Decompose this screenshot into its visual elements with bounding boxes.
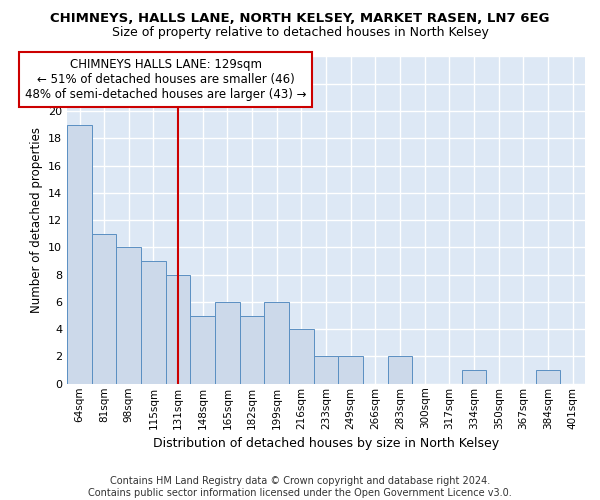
Bar xyxy=(116,248,141,384)
Bar xyxy=(338,356,363,384)
Bar xyxy=(215,302,240,384)
X-axis label: Distribution of detached houses by size in North Kelsey: Distribution of detached houses by size … xyxy=(153,437,499,450)
Bar xyxy=(92,234,116,384)
Bar xyxy=(141,261,166,384)
Bar xyxy=(166,274,190,384)
Bar xyxy=(289,329,314,384)
Text: Contains HM Land Registry data © Crown copyright and database right 2024.
Contai: Contains HM Land Registry data © Crown c… xyxy=(88,476,512,498)
Bar xyxy=(67,124,92,384)
Bar xyxy=(265,302,289,384)
Bar xyxy=(240,316,265,384)
Bar xyxy=(536,370,560,384)
Text: CHIMNEYS HALLS LANE: 129sqm
← 51% of detached houses are smaller (46)
48% of sem: CHIMNEYS HALLS LANE: 129sqm ← 51% of det… xyxy=(25,58,307,101)
Text: Size of property relative to detached houses in North Kelsey: Size of property relative to detached ho… xyxy=(112,26,488,39)
Y-axis label: Number of detached properties: Number of detached properties xyxy=(29,127,43,313)
Bar xyxy=(462,370,487,384)
Bar xyxy=(190,316,215,384)
Bar xyxy=(314,356,338,384)
Text: CHIMNEYS, HALLS LANE, NORTH KELSEY, MARKET RASEN, LN7 6EG: CHIMNEYS, HALLS LANE, NORTH KELSEY, MARK… xyxy=(50,12,550,26)
Bar xyxy=(388,356,412,384)
